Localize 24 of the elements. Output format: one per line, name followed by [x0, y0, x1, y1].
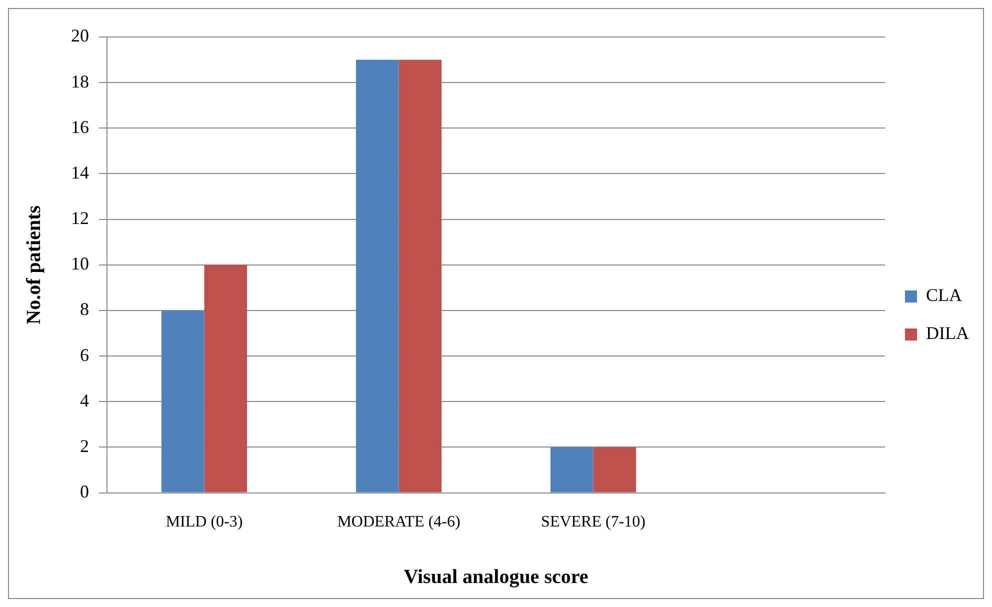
y-tick-label: 12	[71, 208, 89, 228]
y-tick-label: 10	[71, 254, 89, 274]
y-tick-label: 0	[80, 482, 89, 502]
y-axis-title: No.of patients	[23, 205, 46, 324]
x-tick-label: SEVERE (7-10)	[541, 514, 646, 531]
bar	[204, 264, 248, 492]
bar	[161, 310, 204, 492]
bar	[550, 447, 594, 492]
x-tick-label: MODERATE (4-6)	[337, 514, 460, 531]
y-tick-label: 14	[71, 162, 89, 182]
y-tick-label: 20	[71, 26, 89, 46]
x-axis-title: Visual analogue score	[404, 566, 588, 588]
y-tick-label: 2	[80, 436, 89, 456]
y-tick-label: 18	[71, 71, 89, 92]
legend-label: CLA	[926, 285, 962, 306]
y-tick-label: 4	[80, 390, 89, 410]
y-tick-label: 16	[71, 116, 89, 137]
bar	[593, 447, 636, 492]
x-tick-label: MILD (0-3)	[166, 514, 243, 531]
y-tick-label: 6	[80, 344, 89, 365]
bar	[398, 60, 442, 492]
legend-label: DILA	[926, 323, 970, 344]
bar	[356, 60, 399, 492]
y-tick-label: 8	[80, 299, 89, 320]
